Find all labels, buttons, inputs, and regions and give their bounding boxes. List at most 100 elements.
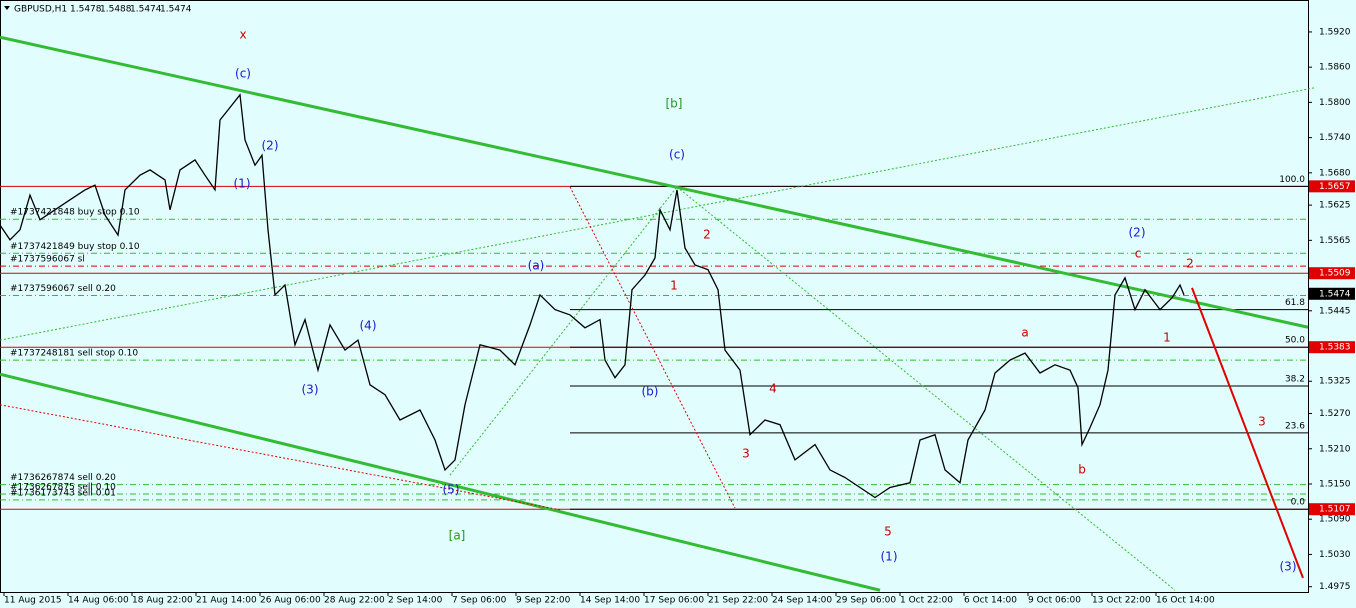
trendline [569,186,736,509]
menu-icon [4,6,10,10]
level-label: 1.5509 [1319,269,1351,279]
y-tick-label: 1.5860 [1319,63,1351,73]
x-tick-label: 26 Aug 06:00 [260,596,321,606]
fibo-label: 100.0 [1279,175,1305,185]
wave-label: (5) [443,483,460,497]
x-tick-label: 21 Aug 14:00 [196,596,257,606]
y-tick-label: 1.5030 [1319,550,1351,560]
wave-label: 4 [769,382,777,396]
fibo-label: 50.0 [1285,336,1305,346]
x-tick-label: 21 Sep 22:00 [708,596,768,606]
x-tick-label: 28 Aug 22:00 [324,596,385,606]
fibo-label: 38.2 [1285,374,1305,384]
trendline [449,186,678,476]
level-label: 1.5383 [1319,343,1351,353]
quote-value: 1.5478 [70,5,102,15]
wave-label: b [1078,463,1086,477]
y-tick-label: 1.5270 [1319,409,1351,419]
wave-label: 3 [742,447,750,461]
x-tick-label: 14 Aug 06:00 [68,596,129,606]
order-label: #1736267874 sell 0.20 [10,473,116,483]
trendline [0,35,1309,329]
x-tick-label: 11 Aug 2015 [4,596,62,606]
order-label: #1736267875 sell 0.10 [10,482,116,492]
x-tick-label: 2 Sep 14:00 [388,596,443,606]
wave-label: x [239,28,246,42]
order-label: #1736173743 sell 0.01 [10,488,116,498]
level-box [1309,503,1355,516]
wave-label: 1 [1163,331,1171,345]
wave-label: (3) [1280,560,1297,574]
order-label: #1737248181 sell stop 0.10 [10,349,138,359]
y-tick-label: 1.5325 [1319,377,1351,387]
x-tick-label: 14 Sep 14:00 [580,596,640,606]
order-label: #1737596067 sell 0.20 [10,284,116,294]
price-line [0,93,1185,499]
x-tick-label: 18 Aug 22:00 [132,596,193,606]
fibo-label: 23.6 [1285,421,1305,431]
y-tick-label: 1.5445 [1319,306,1351,316]
x-tick-label: 7 Sep 06:00 [452,596,507,606]
wave-label: (2) [1129,226,1146,240]
wave-label: c [1135,247,1142,261]
level-label: 1.5107 [1319,505,1351,515]
wave-label: (a) [528,259,545,273]
y-tick-label: 1.5090 [1319,515,1351,525]
y-tick-label: 1.5740 [1319,133,1351,143]
wave-label: (3) [302,383,319,397]
wave-label: 2 [703,228,711,242]
order-label: #1737421849 buy stop 0.10 [10,242,140,252]
y-tick-label: 1.5680 [1319,168,1351,178]
wave-label: 1 [670,279,678,293]
wave-label: (1) [234,177,251,191]
wave-label: (2) [262,139,279,153]
wave-label: (4) [360,319,377,333]
level-box [1309,180,1355,193]
trendline [1191,287,1304,579]
trendline [0,372,881,592]
y-tick-label: 1.5800 [1319,98,1351,108]
y-tick-label: 1.5625 [1319,201,1351,211]
wave-label: [b] [666,97,683,111]
level-box [1309,267,1355,280]
quote-value: 1.5488 [100,5,132,15]
trendline [0,404,561,511]
y-tick-label: 1.5565 [1319,236,1351,246]
x-tick-label: 1 Oct 22:00 [900,596,953,606]
y-tick-label: 1.5210 [1319,444,1351,454]
level-label: 1.5657 [1319,182,1351,192]
wave-label: (b) [642,385,659,399]
y-tick-label: 1.4975 [1319,582,1351,592]
x-tick-label: 17 Sep 06:00 [644,596,704,606]
x-tick-label: 9 Sep 22:00 [516,596,571,606]
quote-value: 1.5474 [130,5,162,15]
x-tick-label: 9 Oct 06:00 [1028,596,1081,606]
x-tick-label: 24 Sep 14:00 [772,596,832,606]
x-tick-label: 29 Sep 06:00 [836,596,896,606]
wave-label: 2 [1186,257,1194,271]
wave-label: 5 [884,525,892,539]
wave-label: a [1021,326,1028,340]
x-tick-label: 13 Oct 22:00 [1092,596,1151,606]
level-label: 1.5474 [1319,289,1351,299]
order-label: #1737596067 sl [10,255,85,265]
order-label: #1737421848 buy stop 0.10 [10,208,140,218]
wave-label: [a] [449,529,466,543]
trendline [676,186,1176,591]
wave-label: 3 [1258,415,1266,429]
plot-frame [0,0,1309,593]
x-tick-label: 16 Oct 14:00 [1156,596,1215,606]
wave-label: (c) [235,67,251,81]
wave-label: (1) [881,550,898,564]
quote-value: 1.5474 [160,5,192,15]
y-tick-label: 1.5150 [1319,479,1351,489]
wave-label: (c) [669,148,685,162]
chart-title: GBPUSD,H1 [14,5,67,15]
trendline [0,87,1316,341]
fibo-label: 0.0 [1291,498,1306,508]
fibo-label: 61.8 [1285,298,1305,308]
y-tick-label: 1.5920 [1319,27,1351,37]
